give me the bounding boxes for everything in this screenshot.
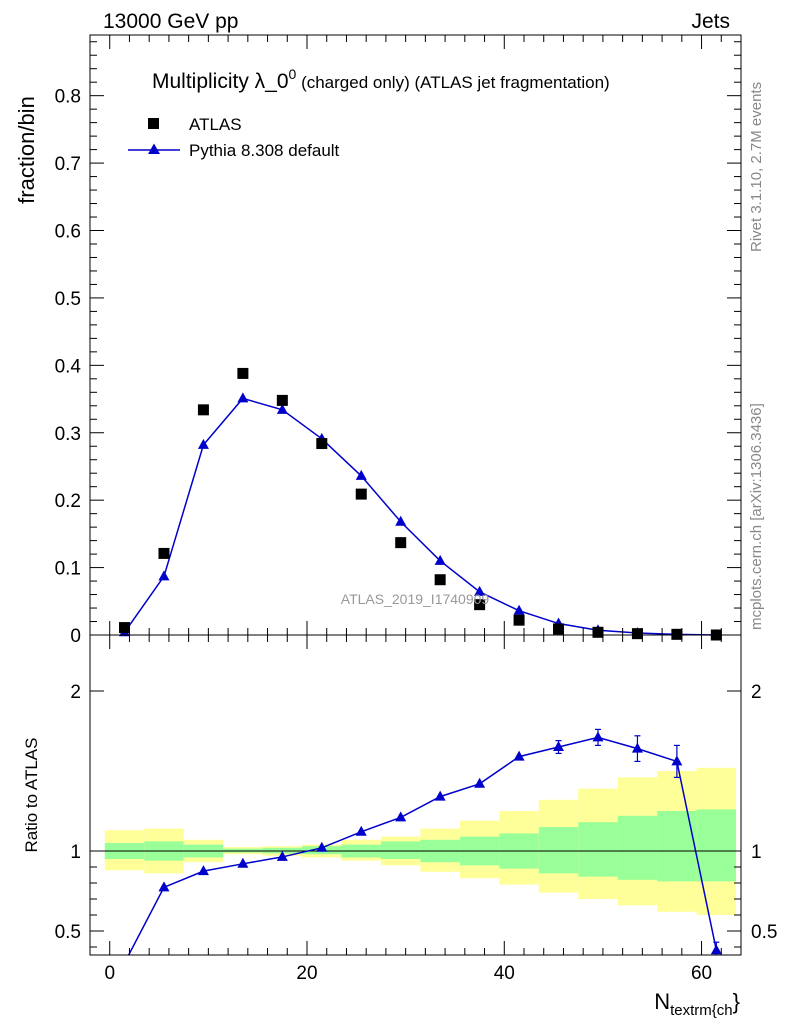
- ratio-band-inner: [617, 815, 658, 880]
- main-y-tick-label: 0.6: [55, 222, 81, 243]
- ratio-panel: 0.5 0.51 12 20 20 40 60 Ratio to ATLAS Ntextrm…: [22, 634, 778, 1019]
- pythia-point: [395, 515, 407, 526]
- ratio-pythia-point: [197, 865, 209, 876]
- ratio-pythia-point: [434, 790, 446, 801]
- ratio-pythia-point: [395, 811, 407, 822]
- main-frame: [89, 34, 742, 636]
- ratio-band-inner: [578, 822, 618, 877]
- ratio-x-tick-label: 0: [104, 963, 115, 984]
- pythia-point: [276, 403, 288, 414]
- pythia-point: [513, 604, 525, 615]
- ratio-pythia-point: [355, 825, 367, 836]
- ratio-x-tick-label: 20: [296, 963, 317, 984]
- atlas-point: [197, 404, 209, 416]
- ratio-tick-labels: 0.5 0.51 12 20 20 40 60: [55, 682, 778, 984]
- ratio-x-tick-label: 60: [691, 963, 712, 984]
- atlas-point: [119, 622, 131, 634]
- ratio-pythia-point: [316, 841, 328, 852]
- atlas-point: [671, 628, 683, 640]
- ratio-y-axis-label: Ratio to ATLAS: [22, 738, 41, 853]
- ratio-pythia-point: [158, 881, 170, 892]
- pythia-point: [158, 570, 170, 581]
- ratio-y-tick-label-left: 1: [70, 842, 81, 863]
- ratio-pythia-point: [671, 755, 683, 766]
- ratio-x-axis-label: Ntextrm{ch}: [654, 989, 740, 1019]
- main-y-tick-label: 0.7: [55, 154, 81, 175]
- ratio-frame: [89, 634, 742, 956]
- ratio-y-tick-label-left: 2: [70, 682, 81, 703]
- pythia-point: [474, 585, 486, 596]
- atlas-point: [276, 394, 288, 406]
- header-left-text: 13000 GeV pp: [103, 10, 238, 33]
- ratio-pythia-point: [119, 957, 130, 967]
- atlas-point: [237, 367, 249, 379]
- legend-atlas-marker: [148, 118, 159, 129]
- main-y-tick-label: 0.4: [55, 356, 82, 377]
- ratio-pythia-point: [237, 857, 249, 868]
- main-y-tick-labels: 0 0.1 0.2 0.3 0.4 0.5 0.6 0.7 0.8: [55, 87, 82, 647]
- atlas-point: [395, 537, 407, 549]
- pythia-point: [237, 392, 249, 403]
- ratio-y-tick-label-left: 0.5: [55, 922, 81, 943]
- pythia-point: [197, 438, 209, 449]
- pythia-line: [123, 397, 717, 636]
- atlas-point: [513, 614, 525, 626]
- ratio-pythia-point: [592, 731, 604, 742]
- atlas-point: [355, 488, 367, 500]
- atlas-point: [316, 438, 328, 450]
- main-panel: 0 0.1 0.2 0.3 0.4 0.5 0.6 0.7 0.8 fraction/bin M…: [14, 34, 742, 647]
- ratio-y-tick-label-right: 0.5: [751, 922, 777, 943]
- main-y-tick-label: 0.1: [55, 559, 81, 580]
- mcplots-text: mcplots.cern.ch [arXiv:1306.3436]: [748, 403, 765, 630]
- ratio-y-tick-label-right: 1: [751, 842, 762, 863]
- ratio-x-tick-label: 40: [494, 963, 515, 984]
- atlas-point: [158, 547, 170, 559]
- legend-atlas-label: ATLAS: [189, 115, 242, 134]
- main-y-axis-label: fraction/bin: [14, 96, 39, 204]
- atlas-point: [434, 574, 446, 586]
- rivet-version-text: Rivet 3.1.10, 2.7M events: [748, 82, 765, 252]
- atlas-point: [631, 628, 643, 640]
- analysis-watermark: ATLAS_2019_I1740909: [341, 591, 490, 607]
- atlas-point: [553, 623, 565, 635]
- ratio-pythia-line: [127, 736, 718, 955]
- pythia-point: [355, 469, 367, 480]
- main-y-tick-label: 0.5: [55, 289, 81, 310]
- ratio-y-tick-label-right: 2: [751, 682, 762, 703]
- atlas-point: [474, 599, 486, 611]
- atlas-point: [592, 626, 604, 638]
- ratio-band-inner: [538, 827, 579, 874]
- main-y-tick-label: 0.8: [55, 87, 81, 108]
- legend-pythia-label: Pythia 8.308 default: [189, 141, 340, 160]
- legend: ATLAS Pythia 8.308 default: [128, 115, 340, 160]
- ratio-band-inner: [696, 809, 737, 882]
- ratio-band-inner: [657, 811, 697, 882]
- ratio-pythia-point: [553, 741, 565, 751]
- ratio-axis-ticks: [90, 635, 742, 955]
- pythia-point: [434, 554, 446, 565]
- ratio-series-group: [119, 728, 722, 967]
- ratio-band-inner: [380, 841, 421, 859]
- ratio-pythia-point: [513, 750, 525, 761]
- main-y-tick-label: 0.2: [55, 491, 81, 512]
- ratio-pythia-point: [276, 850, 288, 861]
- main-y-tick-label: 0: [70, 626, 81, 647]
- ratio-pythia-point: [631, 742, 643, 753]
- main-title: Multiplicity λ_00 (charged only) (ATLAS …: [152, 66, 610, 93]
- main-y-tick-label: 0.3: [55, 424, 81, 445]
- legend-pythia-marker: [148, 143, 160, 154]
- main-axis-ticks: [90, 35, 742, 636]
- ratio-pythia-point: [474, 777, 486, 788]
- header-right-text: Jets: [691, 10, 730, 33]
- ratio-pythia-point: [710, 944, 722, 955]
